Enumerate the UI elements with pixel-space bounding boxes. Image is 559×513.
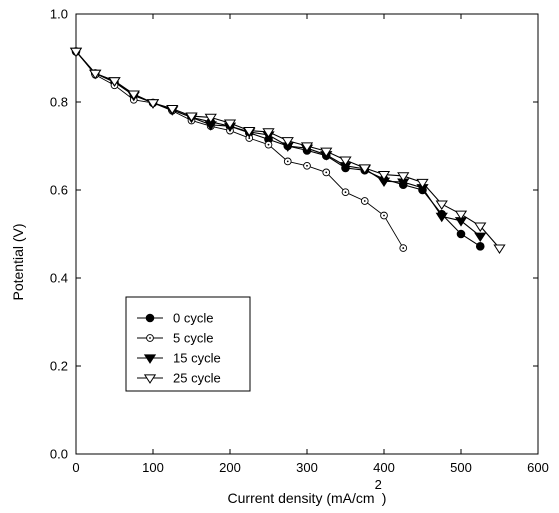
series-layer xyxy=(69,47,506,254)
x-tick-label: 100 xyxy=(142,460,164,475)
data-point xyxy=(223,119,237,129)
x-tick-label: 300 xyxy=(296,460,318,475)
data-point xyxy=(264,140,273,149)
legend-marker xyxy=(146,334,154,342)
data-point xyxy=(377,170,391,181)
series-15-cycle xyxy=(69,47,487,243)
data-point xyxy=(320,147,333,158)
data-point xyxy=(262,128,275,138)
data-point xyxy=(166,104,179,115)
series-25-cycle xyxy=(69,47,506,254)
y-tick-label: 0.8 xyxy=(50,95,68,110)
data-point xyxy=(108,77,121,87)
data-point xyxy=(339,156,352,166)
legend-label: 0 cycle xyxy=(173,311,213,326)
legend-entry: 25 cycle xyxy=(137,371,221,386)
legend-entry: 5 cycle xyxy=(137,331,213,346)
data-point xyxy=(303,161,311,170)
data-point xyxy=(416,178,429,189)
data-point xyxy=(300,142,314,152)
legend-label: 15 cycle xyxy=(173,351,221,366)
y-axis-label: Potential (V) xyxy=(10,223,26,300)
x-axis-label-superscript: 2 xyxy=(375,477,382,492)
data-point xyxy=(435,212,448,223)
data-point xyxy=(456,229,466,239)
legend-marker xyxy=(143,354,157,364)
data-point xyxy=(380,211,388,220)
y-tick-label: 0.6 xyxy=(50,183,68,198)
data-point xyxy=(185,112,198,122)
y-tick-label: 0.2 xyxy=(50,359,68,374)
data-point xyxy=(283,157,292,166)
data-point xyxy=(454,210,468,221)
x-axis-label: Current density (mA/cm2) xyxy=(228,477,387,506)
data-point xyxy=(358,164,371,174)
series-0-cycle xyxy=(71,47,485,251)
x-tick-label: 0 xyxy=(72,460,79,475)
data-point xyxy=(475,242,485,251)
x-tick-label: 200 xyxy=(219,460,241,475)
legend-marker xyxy=(143,374,157,384)
data-point xyxy=(281,137,294,147)
data-point xyxy=(341,188,350,197)
data-point xyxy=(89,69,102,80)
x-axis-label-main: Current density (mA/cm xyxy=(228,490,375,506)
x-axis-label-suffix: ) xyxy=(382,490,387,506)
legend-entry: 15 cycle xyxy=(137,351,221,366)
legend-label: 5 cycle xyxy=(173,331,213,346)
x-tick-label: 400 xyxy=(373,460,395,475)
data-point xyxy=(474,232,487,243)
data-point xyxy=(493,244,506,254)
axes-layer: 0 100 200 300 400 500 600 0.0 0.2 0.4 0.6 0.8 1.0 xyxy=(50,7,549,476)
data-point xyxy=(435,200,448,210)
data-point xyxy=(399,244,408,252)
legend-label: 25 cycle xyxy=(173,371,221,386)
y-tick-label: 1.0 xyxy=(50,7,68,22)
y-tick-label: 0.4 xyxy=(50,271,68,286)
legend-marker xyxy=(145,313,155,323)
x-tick-label: 500 xyxy=(450,460,472,475)
data-point xyxy=(146,99,160,109)
data-point xyxy=(204,113,217,124)
data-point xyxy=(474,222,487,232)
data-point xyxy=(397,172,410,182)
y-tick-label: 0.0 xyxy=(50,447,68,462)
data-point xyxy=(360,197,369,205)
data-point xyxy=(322,168,331,177)
x-tick-label: 600 xyxy=(527,460,549,475)
series-5-cycle xyxy=(72,47,408,252)
series-line xyxy=(75,51,481,247)
data-point xyxy=(69,47,83,58)
data-point xyxy=(127,90,140,100)
series-line xyxy=(75,51,481,237)
legend: 0 cycle 5 cycle 15 cycle 25 cycle xyxy=(125,296,251,392)
series-line xyxy=(75,51,404,249)
data-point xyxy=(243,126,256,137)
legend-entry: 0 cycle xyxy=(137,311,213,326)
